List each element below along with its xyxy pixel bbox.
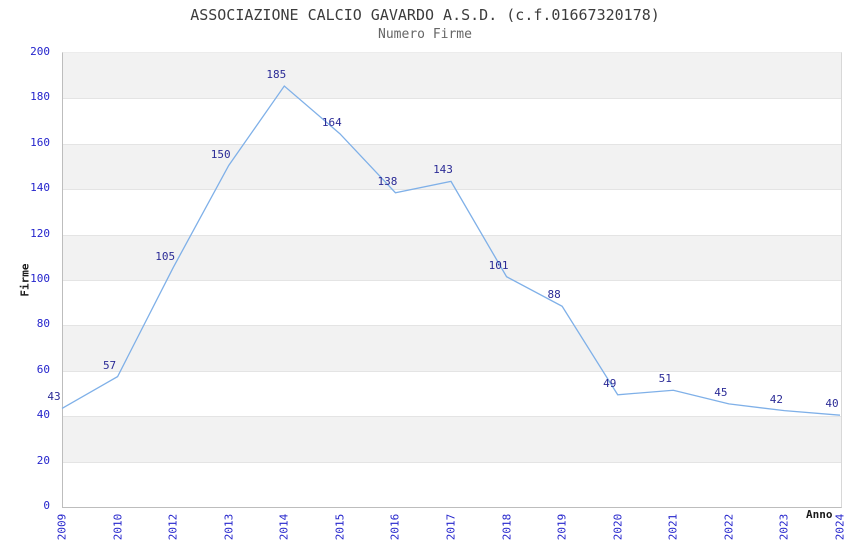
y-tick-label: 20 (36, 453, 50, 467)
data-point-label: 185 (266, 68, 287, 82)
gridline (63, 280, 841, 281)
y-tick-label: 180 (30, 90, 50, 104)
data-point-label: 101 (488, 258, 509, 272)
x-tick-label: 2012 (166, 513, 180, 541)
gridline (63, 416, 841, 417)
plot-band (63, 143, 841, 190)
data-point-label: 105 (155, 249, 176, 263)
data-point-label: 150 (210, 147, 231, 161)
x-tick-label: 2021 (666, 513, 680, 541)
data-point-label: 57 (102, 358, 117, 372)
y-tick-label: 120 (30, 226, 50, 240)
x-tick-label: 2014 (277, 513, 291, 541)
y-tick-label: 160 (30, 135, 50, 149)
data-point-label: 88 (547, 288, 561, 302)
chart-subtitle: Numero Firme (378, 27, 472, 42)
x-tick-label: 2009 (55, 513, 69, 541)
gridline (63, 189, 841, 190)
data-point-label: 138 (377, 174, 398, 188)
x-tick-label: 2019 (555, 513, 569, 541)
gridline (63, 98, 841, 99)
data-point-label: 40 (825, 397, 839, 411)
data-point-label: 49 (603, 376, 617, 390)
y-tick-label: 80 (36, 317, 50, 331)
x-tick-label: 2024 (833, 513, 847, 541)
y-tick-label: 40 (36, 408, 50, 422)
gridline (63, 235, 841, 236)
plot-band (63, 53, 841, 99)
data-point-label: 164 (321, 115, 342, 129)
x-tick-label: 2010 (111, 513, 125, 541)
gridline (63, 462, 841, 463)
chart-title: ASSOCIAZIONE CALCIO GAVARDO A.S.D. (c.f.… (190, 6, 660, 24)
plot-band (63, 234, 841, 280)
plot-band (63, 416, 841, 462)
y-tick-label: 0 (43, 499, 50, 512)
data-point-label: 51 (658, 372, 672, 386)
x-axis-title: Anno (806, 508, 833, 521)
data-point-label: 42 (769, 392, 784, 406)
y-tick-label: 140 (30, 181, 50, 195)
x-tick-label: 2022 (722, 513, 736, 541)
series-svg (61, 85, 841, 416)
y-tick-label: 200 (30, 45, 50, 58)
y-tick-label: 60 (36, 362, 50, 376)
gridline (63, 325, 841, 326)
x-tick-label: 2015 (333, 513, 347, 541)
x-tick-label: 2018 (500, 513, 514, 541)
x-tick-label: 2016 (388, 513, 402, 541)
x-tick-label: 2017 (444, 513, 458, 541)
y-tick-label: 100 (30, 272, 50, 285)
data-point-label: 43 (47, 390, 61, 404)
data-point-label: 45 (714, 385, 728, 399)
data-point-label: 143 (433, 163, 453, 177)
x-tick-label: 2013 (222, 513, 236, 541)
plot-band (63, 325, 841, 371)
plot-area (62, 52, 842, 508)
x-tick-label: 2020 (611, 513, 625, 541)
x-tick-label: 2023 (777, 513, 791, 541)
gridline (63, 144, 841, 145)
gridline (63, 371, 841, 372)
series-line (61, 85, 841, 416)
